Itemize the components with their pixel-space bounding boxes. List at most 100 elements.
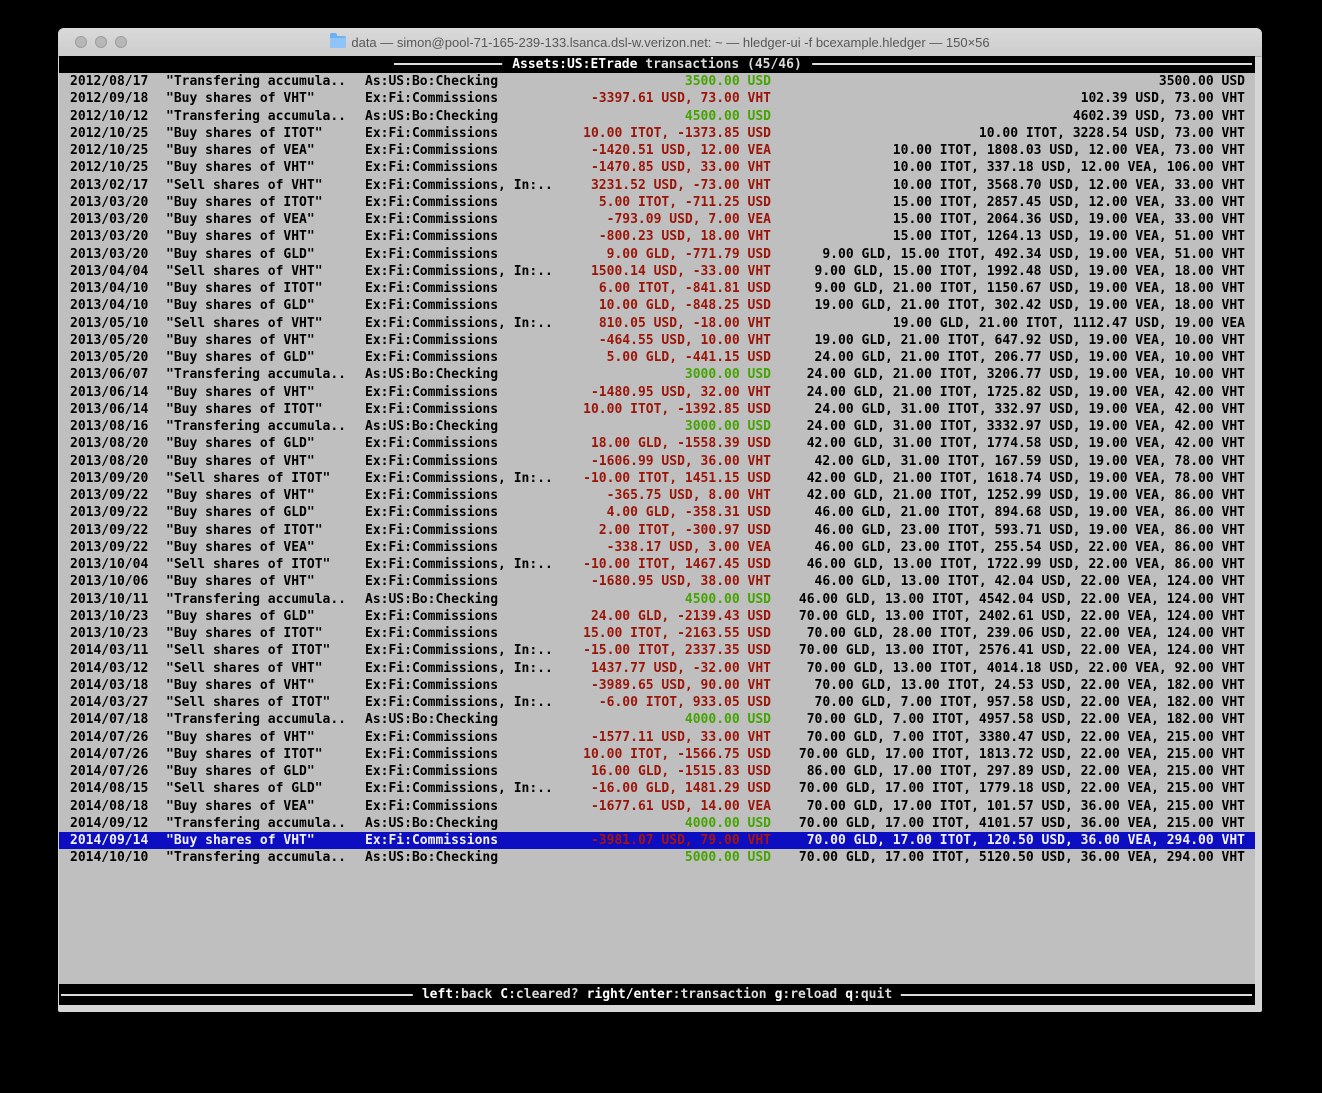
transaction-row[interactable]: 2013/08/20 "Buy shares of GLD" Ex:Fi:Com… xyxy=(59,435,1255,452)
transaction-row[interactable]: 2014/07/18 "Transfering accumula.. As:US… xyxy=(59,711,1255,728)
transaction-date: 2013/09/20 xyxy=(70,470,149,486)
transaction-row[interactable]: 2012/10/12 "Transfering accumula.. As:US… xyxy=(59,108,1255,125)
transaction-row[interactable]: 2013/03/20 "Buy shares of VEA" Ex:Fi:Com… xyxy=(59,211,1255,228)
transaction-other-accounts: Ex:Fi:Commissions xyxy=(365,539,499,555)
window-title: data — simon@pool-71-165-239-133.lsanca.… xyxy=(330,33,990,50)
transaction-date: 2013/10/04 xyxy=(70,557,149,572)
transaction-row[interactable]: 2013/09/22 "Buy shares of ITOT" Ex:Fi:Co… xyxy=(59,522,1255,539)
transaction-amount: 16.00 GLD, -1515.83 USD xyxy=(590,764,771,779)
transaction-amount: 9.00 GLD, -771.79 USD xyxy=(606,246,771,262)
transaction-date: 2013/06/14 xyxy=(70,401,149,417)
transaction-row[interactable]: 2013/04/10 "Buy shares of ITOT" Ex:Fi:Co… xyxy=(59,280,1255,297)
transaction-row[interactable]: 2014/08/18 "Buy shares of VEA" Ex:Fi:Com… xyxy=(59,798,1255,815)
transaction-description: "Buy shares of ITOT" xyxy=(166,401,323,417)
transaction-row[interactable]: 2013/03/20 "Buy shares of VHT" Ex:Fi:Com… xyxy=(59,228,1255,245)
transaction-description: "Sell shares of VHT" xyxy=(166,315,323,331)
transaction-amount: -3397.61 USD, 73.00 VHT xyxy=(590,91,771,107)
transaction-row[interactable]: 2013/09/22 "Buy shares of GLD" Ex:Fi:Com… xyxy=(59,504,1255,521)
transaction-amount: 3500.00 USD xyxy=(684,74,771,89)
transaction-row[interactable]: 2013/09/22 "Buy shares of VHT" Ex:Fi:Com… xyxy=(59,487,1255,504)
transaction-row[interactable]: 2013/10/23 "Buy shares of ITOT" Ex:Fi:Co… xyxy=(59,625,1255,642)
transaction-date: 2013/08/16 xyxy=(70,419,149,434)
transaction-row[interactable]: 2013/06/14 "Buy shares of VHT" Ex:Fi:Com… xyxy=(59,384,1255,401)
transaction-other-accounts: As:US:Bo:Checking xyxy=(365,108,499,124)
transaction-description: "Buy shares of ITOT" xyxy=(166,281,323,296)
transaction-description: "Buy shares of VHT" xyxy=(166,677,315,693)
transaction-row[interactable]: 2012/10/25 "Buy shares of VEA" Ex:Fi:Com… xyxy=(59,142,1255,159)
transaction-running-balance: 24.00 GLD, 21.00 ITOT, 1725.82 USD, 19.0… xyxy=(806,384,1245,400)
transaction-row[interactable]: 2013/10/11 "Transfering accumula.. As:US… xyxy=(59,591,1255,608)
transaction-running-balance: 70.00 GLD, 7.00 ITOT, 957.58 USD, 22.00 … xyxy=(814,695,1245,710)
transaction-other-accounts: Ex:Fi:Commissions xyxy=(365,833,499,848)
transaction-row[interactable]: 2014/09/14 "Buy shares of VHT" Ex:Fi:Com… xyxy=(59,832,1255,850)
transaction-amount: -10.00 ITOT, 1451.15 USD xyxy=(583,470,771,486)
transaction-row[interactable]: 2013/04/10 "Buy shares of GLD" Ex:Fi:Com… xyxy=(59,297,1255,314)
transaction-row[interactable]: 2014/09/12 "Transfering accumula.. As:US… xyxy=(59,815,1255,832)
transaction-row[interactable]: 2014/08/15 "Sell shares of GLD" Ex:Fi:Co… xyxy=(59,780,1255,797)
transaction-row[interactable]: 2012/10/25 "Buy shares of VHT" Ex:Fi:Com… xyxy=(59,159,1255,176)
transaction-date: 2013/03/20 xyxy=(70,212,149,227)
transaction-description: "Buy shares of GLD" xyxy=(166,246,315,262)
transaction-date: 2013/04/04 xyxy=(70,263,149,279)
transaction-date: 2013/08/20 xyxy=(70,453,149,469)
zoom-button[interactable] xyxy=(115,36,127,48)
window-title-text: data — simon@pool-71-165-239-133.lsanca.… xyxy=(351,34,990,50)
transaction-row[interactable]: 2013/08/16 "Transfering accumula.. As:US… xyxy=(59,418,1255,435)
transaction-description: "Buy shares of ITOT" xyxy=(166,194,323,210)
terminal-screen: Assets:US:ETrade transactions (45/46) 20… xyxy=(59,56,1255,1005)
transaction-row[interactable]: 2014/03/12 "Sell shares of VHT" Ex:Fi:Co… xyxy=(59,660,1255,677)
transaction-row[interactable]: 2013/03/20 "Buy shares of GLD" Ex:Fi:Com… xyxy=(59,246,1255,263)
transaction-row[interactable]: 2013/04/04 "Sell shares of VHT" Ex:Fi:Co… xyxy=(59,263,1255,280)
transaction-row[interactable]: 2012/10/25 "Buy shares of ITOT" Ex:Fi:Co… xyxy=(59,125,1255,142)
transaction-row[interactable]: 2013/05/10 "Sell shares of VHT" Ex:Fi:Co… xyxy=(59,315,1255,332)
transaction-row[interactable]: 2013/09/20 "Sell shares of ITOT" Ex:Fi:C… xyxy=(59,470,1255,487)
transaction-other-accounts: Ex:Fi:Commissions xyxy=(365,350,499,365)
transaction-other-accounts: Ex:Fi:Commissions xyxy=(365,677,499,693)
transaction-row[interactable]: 2013/06/07 "Transfering accumula.. As:US… xyxy=(59,366,1255,383)
transaction-row[interactable]: 2013/05/20 "Buy shares of GLD" Ex:Fi:Com… xyxy=(59,349,1255,366)
transaction-date: 2013/10/23 xyxy=(70,626,149,641)
transaction-row[interactable]: 2014/03/18 "Buy shares of VHT" Ex:Fi:Com… xyxy=(59,677,1255,694)
transaction-other-accounts: Ex:Fi:Commissions xyxy=(365,488,499,503)
transaction-row[interactable]: 2014/07/26 "Buy shares of VHT" Ex:Fi:Com… xyxy=(59,729,1255,746)
status-bar: left:back C:cleared? right/enter:transacti… xyxy=(59,984,1255,1005)
transactions-list: 2012/08/17 "Transfering accumula.. As:US… xyxy=(59,73,1255,867)
transaction-row[interactable]: 2013/08/20 "Buy shares of VHT" Ex:Fi:Com… xyxy=(59,453,1255,470)
transaction-amount: 24.00 GLD, -2139.43 USD xyxy=(590,608,771,624)
transaction-row[interactable]: 2013/10/04 "Sell shares of ITOT" Ex:Fi:C… xyxy=(59,556,1255,573)
transaction-row[interactable]: 2013/10/06 "Buy shares of VHT" Ex:Fi:Com… xyxy=(59,573,1255,590)
transaction-description: "Buy shares of GLD" xyxy=(166,436,315,452)
transaction-description: "Buy shares of GLD" xyxy=(166,764,315,779)
transaction-running-balance: 24.00 GLD, 21.00 ITOT, 206.77 USD, 19.00… xyxy=(814,350,1245,365)
transaction-row[interactable]: 2013/09/22 "Buy shares of VEA" Ex:Fi:Com… xyxy=(59,539,1255,556)
key-hint: right/enter:transaction xyxy=(587,987,767,1002)
transaction-row[interactable]: 2014/07/26 "Buy shares of ITOT" Ex:Fi:Co… xyxy=(59,746,1255,763)
transaction-row[interactable]: 2013/05/20 "Buy shares of VHT" Ex:Fi:Com… xyxy=(59,332,1255,349)
transaction-description: "Buy shares of GLD" xyxy=(166,608,315,624)
transaction-running-balance: 9.00 GLD, 15.00 ITOT, 492.34 USD, 19.00 … xyxy=(822,246,1245,262)
transaction-amount: -338.17 USD, 3.00 VEA xyxy=(606,539,771,555)
header-rule xyxy=(394,63,1252,65)
transaction-description: "Buy shares of VHT" xyxy=(166,488,315,503)
transaction-row[interactable]: 2013/06/14 "Buy shares of ITOT" Ex:Fi:Co… xyxy=(59,401,1255,418)
transaction-other-accounts: Ex:Fi:Commissions, In:.. xyxy=(365,263,553,279)
transaction-amount: -1480.95 USD, 32.00 VHT xyxy=(590,384,771,400)
transaction-amount: 4000.00 USD xyxy=(684,815,771,831)
minimize-button[interactable] xyxy=(95,36,107,48)
transaction-row[interactable]: 2012/09/18 "Buy shares of VHT" Ex:Fi:Com… xyxy=(59,90,1255,107)
key-hint: left:back xyxy=(422,987,492,1002)
transaction-description: "Buy shares of VEA" xyxy=(166,798,315,814)
transaction-description: "Buy shares of VHT" xyxy=(166,833,315,848)
transaction-amount: 1500.14 USD, -33.00 VHT xyxy=(590,263,771,279)
transaction-row[interactable]: 2013/03/20 "Buy shares of ITOT" Ex:Fi:Co… xyxy=(59,194,1255,211)
transaction-row[interactable]: 2013/10/23 "Buy shares of GLD" Ex:Fi:Com… xyxy=(59,608,1255,625)
transaction-row[interactable]: 2014/03/11 "Sell shares of ITOT" Ex:Fi:C… xyxy=(59,642,1255,659)
transaction-row[interactable]: 2014/03/27 "Sell shares of ITOT" Ex:Fi:C… xyxy=(59,694,1255,711)
transaction-row[interactable]: 2014/10/10 "Transfering accumula.. As:US… xyxy=(59,849,1255,866)
transaction-row[interactable]: 2013/02/17 "Sell shares of VHT" Ex:Fi:Co… xyxy=(59,177,1255,194)
transaction-description: "Buy shares of GLD" xyxy=(166,298,315,314)
window-titlebar[interactable]: data — simon@pool-71-165-239-133.lsanca.… xyxy=(58,28,1262,57)
transaction-row[interactable]: 2012/08/17 "Transfering accumula.. As:US… xyxy=(59,73,1255,90)
close-button[interactable] xyxy=(75,36,87,48)
transaction-row[interactable]: 2014/07/26 "Buy shares of GLD" Ex:Fi:Com… xyxy=(59,763,1255,780)
